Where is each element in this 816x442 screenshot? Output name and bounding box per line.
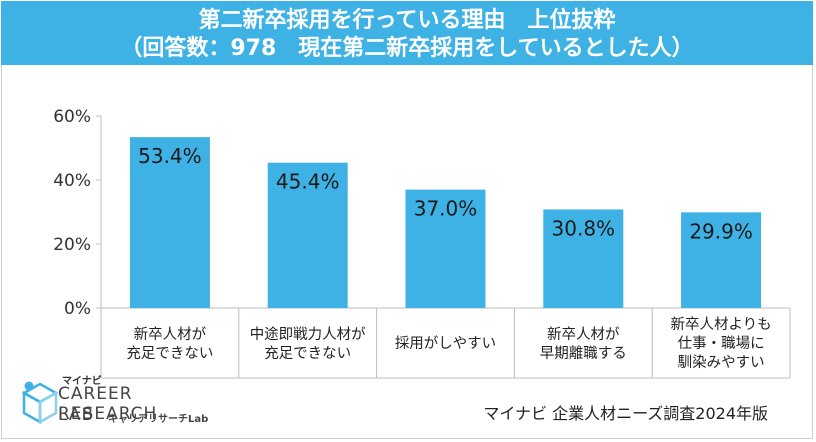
y-tick-label: 40% bbox=[53, 171, 91, 191]
logo-line1: CAREER RESEARCH bbox=[58, 384, 158, 424]
chart-subtitle: （回答数：978 現在第二新卒採用をしているとした人） bbox=[120, 36, 694, 61]
x-category-label: 中途即戦力人材が 充足できない bbox=[249, 326, 366, 362]
cube-logo-icon bbox=[21, 381, 59, 425]
y-tick-label: 20% bbox=[53, 235, 91, 255]
career-research-lab-logo: マイナビ CAREER RESEARCH LAB キャリアリサーチLab bbox=[20, 372, 220, 432]
data-label: 45.4% bbox=[276, 170, 340, 194]
logo-line2: LAB bbox=[58, 405, 95, 425]
data-label: 37.0% bbox=[414, 197, 478, 221]
data-label: 30.8% bbox=[552, 216, 616, 240]
bar bbox=[681, 212, 762, 308]
logo-brand: マイナビ bbox=[62, 376, 102, 387]
chart-title: 第二新卒採用を行っている理由 上位抜粋 bbox=[198, 8, 616, 33]
bar bbox=[543, 209, 624, 308]
x-category-label: 採用がしやすい bbox=[394, 336, 497, 352]
y-tick-label: 60% bbox=[53, 107, 91, 127]
chart-header: 第二新卒採用を行っている理由 上位抜粋 （回答数：978 現在第二新卒採用をして… bbox=[1, 1, 813, 65]
bar bbox=[405, 189, 486, 308]
x-category-label: 新卒人材が 充足できない bbox=[126, 326, 214, 362]
x-category-label: 新卒人材が 早期離職する bbox=[539, 326, 627, 362]
x-category-label: 新卒人材よりも 仕事・職場に 馴染みやすい bbox=[670, 317, 772, 371]
bar bbox=[267, 162, 348, 308]
data-label: 53.4% bbox=[138, 144, 202, 168]
bar bbox=[129, 137, 210, 308]
logo-sub: キャリアリサーチLab bbox=[108, 414, 209, 425]
y-tick-label: 0% bbox=[64, 299, 91, 319]
source-note: マイナビ 企業人材ニーズ調査2024年版 bbox=[483, 404, 768, 423]
data-label: 29.9% bbox=[689, 219, 753, 243]
